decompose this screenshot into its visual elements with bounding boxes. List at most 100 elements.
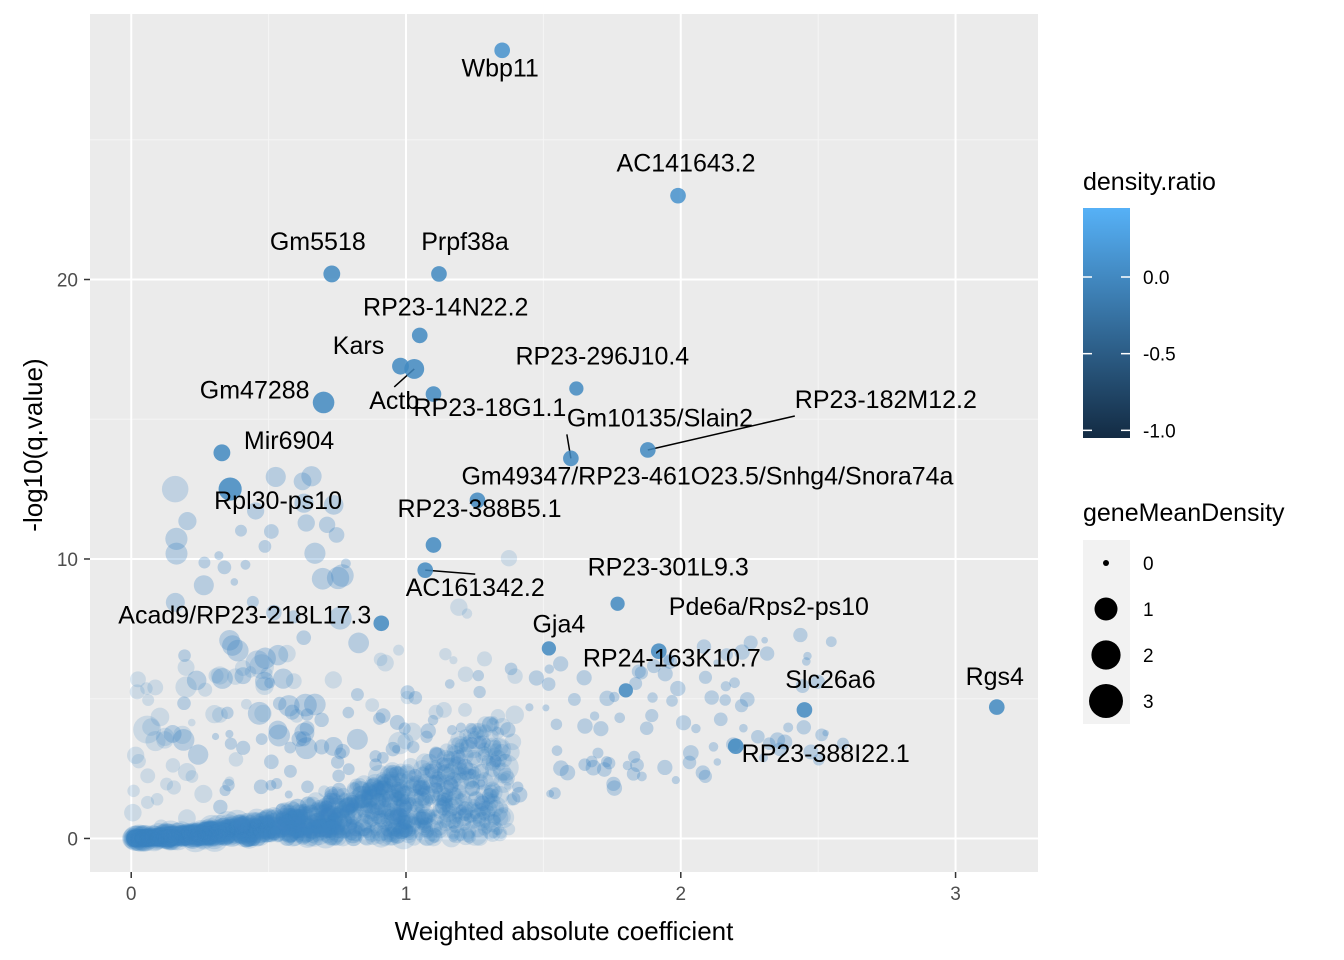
background-point xyxy=(390,826,402,838)
background-point xyxy=(146,833,154,841)
labeled-point xyxy=(425,386,442,402)
background-point xyxy=(371,782,385,796)
background-point xyxy=(372,814,384,825)
background-point xyxy=(163,825,182,845)
background-point xyxy=(331,805,344,818)
background-point xyxy=(421,808,436,824)
background-point xyxy=(144,832,154,842)
background-point xyxy=(379,774,398,793)
background-point xyxy=(150,829,168,847)
background-point xyxy=(314,831,324,842)
background-point xyxy=(299,796,317,813)
background-point xyxy=(282,827,299,844)
background-point xyxy=(493,826,503,836)
background-point xyxy=(129,829,146,847)
background-point xyxy=(177,763,197,782)
background-point xyxy=(195,821,214,840)
background-point xyxy=(386,775,402,792)
background-point xyxy=(319,819,346,846)
background-point xyxy=(213,811,242,839)
background-point xyxy=(254,647,276,669)
background-point-cloud xyxy=(122,466,849,853)
background-point xyxy=(262,827,278,843)
background-point xyxy=(240,829,258,847)
background-point xyxy=(194,784,213,804)
x-tick-label: 2 xyxy=(675,884,686,905)
background-point xyxy=(132,826,157,850)
background-point xyxy=(395,824,410,839)
background-point xyxy=(130,829,148,847)
background-point xyxy=(327,813,342,828)
background-point xyxy=(141,831,154,844)
background-point xyxy=(136,832,148,845)
background-point xyxy=(149,827,167,846)
background-point xyxy=(357,827,375,845)
background-point xyxy=(279,820,297,838)
labeled-point xyxy=(618,683,633,698)
background-point xyxy=(137,829,154,846)
background-point xyxy=(138,831,153,846)
background-point xyxy=(153,829,172,848)
background-point xyxy=(132,829,151,848)
background-point xyxy=(202,826,214,837)
background-point xyxy=(297,809,312,824)
background-point xyxy=(371,782,387,798)
background-point xyxy=(307,803,326,822)
background-point xyxy=(183,826,200,843)
gene-label: AC141643.2 xyxy=(617,150,756,178)
background-point xyxy=(320,804,339,823)
background-point xyxy=(194,827,210,842)
background-point xyxy=(241,820,260,839)
background-point xyxy=(458,801,471,813)
background-point xyxy=(389,826,407,844)
background-point xyxy=(171,830,186,844)
gene-label: RP23-296J10.4 xyxy=(515,343,689,371)
background-point xyxy=(260,827,276,843)
plot-panel xyxy=(90,14,1038,872)
background-point xyxy=(431,791,447,807)
background-point xyxy=(345,802,359,816)
background-point xyxy=(251,816,268,833)
background-point xyxy=(390,823,417,850)
background-point xyxy=(227,823,241,837)
background-point xyxy=(326,823,343,841)
background-point xyxy=(191,825,211,845)
background-point xyxy=(328,824,346,843)
background-point xyxy=(243,818,261,837)
background-point xyxy=(147,679,164,696)
background-point xyxy=(193,575,214,596)
labeled-point xyxy=(670,187,686,204)
background-point xyxy=(512,781,524,793)
background-point xyxy=(255,671,274,691)
background-point xyxy=(143,827,162,846)
background-point xyxy=(166,828,183,845)
background-point xyxy=(197,823,215,841)
background-point xyxy=(170,831,185,846)
background-point xyxy=(160,828,179,848)
background-point xyxy=(321,802,333,815)
background-point xyxy=(444,796,464,816)
background-point xyxy=(377,817,393,833)
gene-label: Gm47288 xyxy=(200,376,310,404)
background-point xyxy=(695,765,711,780)
background-point xyxy=(382,789,395,803)
background-point xyxy=(553,656,569,672)
background-point xyxy=(354,788,374,808)
background-point xyxy=(761,636,768,644)
background-point xyxy=(466,813,477,824)
background-point xyxy=(202,830,217,845)
background-point xyxy=(309,819,325,834)
background-point xyxy=(720,648,733,661)
background-point xyxy=(134,829,152,847)
background-point xyxy=(136,832,149,844)
background-point xyxy=(599,690,615,707)
background-point xyxy=(769,732,786,748)
background-point xyxy=(129,832,142,845)
background-point xyxy=(460,733,486,759)
background-point xyxy=(200,828,219,847)
background-point xyxy=(180,825,205,849)
background-point xyxy=(277,827,296,846)
background-point xyxy=(141,828,158,846)
background-point xyxy=(146,831,159,843)
